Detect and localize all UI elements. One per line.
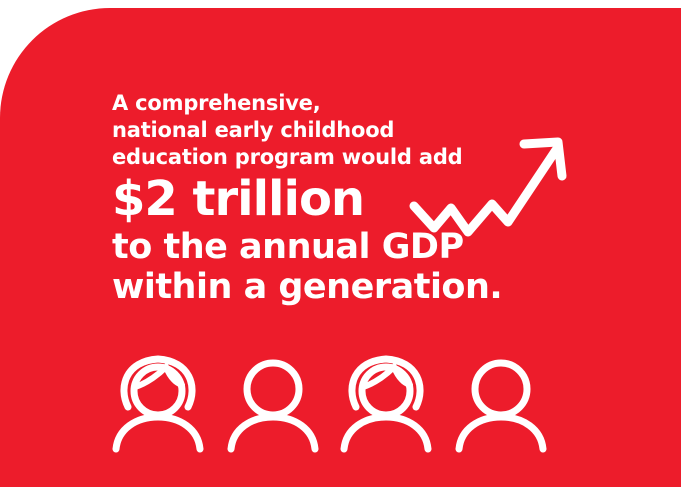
woman-icon — [340, 355, 432, 453]
headline-line-2: national early childhood — [112, 118, 395, 142]
infographic-card: A comprehensive, national early childhoo… — [0, 8, 681, 487]
trend-up-arrow-icon — [409, 137, 567, 237]
woman-icon — [112, 355, 204, 453]
headline-line-1: A comprehensive, — [112, 91, 321, 115]
man-icon — [227, 359, 319, 453]
headline-line-3: education program would add — [112, 145, 463, 169]
headline-text: A comprehensive, national early childhoo… — [112, 90, 503, 307]
statement-line-1: to the annual GDP — [112, 227, 464, 267]
man-icon — [455, 359, 547, 453]
statement-line-2: within a generation. — [112, 267, 503, 307]
amount-text: $2 trillion — [112, 171, 365, 227]
people-icons-row — [108, 353, 568, 463]
